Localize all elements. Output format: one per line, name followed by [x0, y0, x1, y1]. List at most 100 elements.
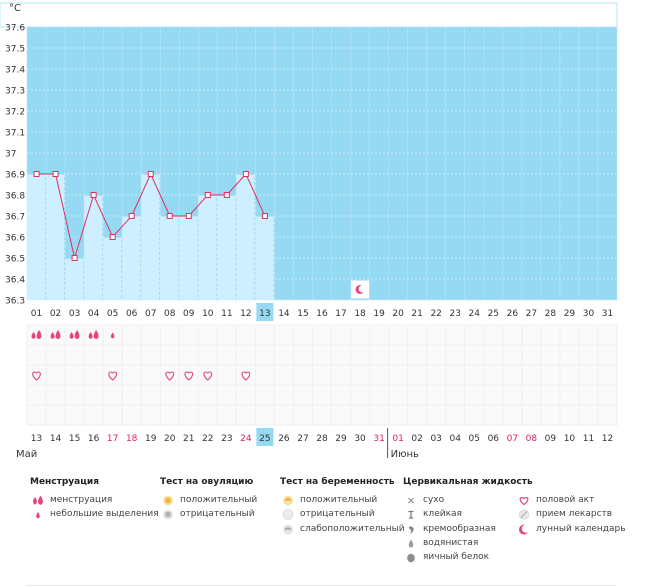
calendar-date-label: 21: [183, 434, 194, 444]
calendar-date-label: 08: [526, 434, 538, 444]
legend-item: яичный белок: [403, 550, 533, 564]
menstruation-drop-icon: [31, 332, 36, 339]
y-tick-label: 37: [5, 150, 16, 160]
y-tick-label: 37.2: [5, 108, 25, 118]
legend-label: половой акт: [536, 495, 595, 505]
calendar-date-label: 27: [297, 434, 308, 444]
y-tick-label: 37.4: [5, 66, 25, 76]
symptom-area: [26, 324, 618, 426]
current-day-highlight: [256, 303, 274, 321]
y-tick-label: 36.3: [5, 297, 25, 307]
heart-icon: [203, 371, 213, 381]
moon-icon: [519, 524, 530, 535]
month-label: Май: [16, 449, 37, 460]
heart-icon: [32, 371, 41, 381]
y-tick-label: 37.5: [5, 45, 25, 55]
menstruation-drop-icon: [74, 330, 80, 339]
temperature-bar: [46, 174, 66, 300]
cycle-day-label: 11: [221, 309, 232, 319]
temperature-bar: [84, 195, 104, 300]
legend-title-spacer: [516, 475, 626, 489]
cycle-day-label: 06: [126, 309, 138, 319]
temperature-bar: [141, 174, 161, 300]
legend-pregnancy: Тест на беременность положительный отриц…: [280, 475, 405, 536]
legend-label: кремообразная: [423, 523, 496, 534]
calendar-date-label: 19: [145, 434, 157, 444]
cycle-day-label: 28: [545, 309, 557, 319]
calendar-date-label: 01: [392, 434, 403, 444]
creamy-icon: [408, 526, 414, 534]
legend-item: водянистая: [403, 536, 533, 550]
legend: Менструация менструация небольшие выделе…: [0, 475, 655, 587]
sticky-icon: [408, 511, 414, 519]
legend-label: положительный: [180, 495, 258, 505]
temperature-point: [261, 213, 268, 219]
y-tick-label: 36.4: [5, 276, 25, 286]
temperature-bar: [217, 195, 237, 300]
cycle-day-label: 08: [164, 309, 176, 319]
y-tick-label: 36.7: [5, 213, 25, 223]
cycle-day-label: 05: [107, 309, 118, 319]
heart-icon: [165, 371, 175, 381]
temperature-point: [109, 234, 116, 240]
legend-item: положительный: [280, 493, 405, 507]
cycle-day-label: 24: [469, 309, 481, 319]
pregnancy-positive-icon: [283, 495, 293, 506]
menstruation-drop-icon: [69, 332, 74, 339]
calendar-date-label: 09: [545, 434, 557, 444]
calendar-date-label: 20: [164, 434, 176, 444]
temperature-point: [71, 255, 78, 261]
legend-label: прием лекарств: [536, 509, 613, 520]
temperature-bar: [236, 174, 256, 300]
y-tick-label: 37.6: [5, 24, 25, 34]
temperature-point: [204, 192, 211, 198]
small-drop-icon: [36, 512, 40, 519]
temperature-bar: [255, 216, 275, 300]
y-tick-label: 37.1: [5, 129, 25, 139]
legend-cervical: Цервикальная жидкость сухо клейкая кремо…: [403, 475, 533, 564]
cycle-day-label: 27: [526, 309, 537, 319]
legend-label: яичный белок: [423, 552, 490, 563]
calendar-date-label: 10: [564, 434, 576, 444]
legend-title: Менструация: [30, 477, 99, 487]
legend-item: лунный календарь: [516, 522, 626, 536]
calendar-date-label: 18: [126, 434, 138, 444]
calendar-date-label: 11: [583, 434, 594, 444]
temperature-bar: [122, 216, 142, 300]
menstruation-drop-icon: [88, 332, 93, 339]
menstruation-drop-icon: [36, 330, 42, 339]
cycle-day-label: 19: [373, 309, 385, 319]
cycle-day-label: 21: [411, 309, 422, 319]
moon-icon-cutout: [358, 285, 366, 293]
calendar-date-label: 26: [278, 434, 290, 444]
legend-label: положительный: [300, 495, 378, 505]
calendar-date-label: 28: [316, 434, 328, 444]
chart-top-strip: [0, 2, 618, 28]
temperature-point: [33, 171, 40, 177]
pill-icon: [519, 509, 529, 520]
legend-other: половой акт прием лекарств лунный календ…: [516, 475, 626, 536]
today-highlight: [256, 428, 274, 446]
heart-icon: [519, 496, 529, 506]
legend-label: сухо: [423, 495, 445, 505]
calendar-date-label: 04: [449, 434, 461, 444]
cycle-day-label: 29: [564, 309, 576, 319]
y-tick-label: 36.6: [5, 234, 25, 244]
calendar-date-label: 05: [469, 434, 480, 444]
legend-item: отрицательный: [280, 507, 405, 521]
cycle-day-label: 16: [316, 309, 328, 319]
cycle-day-label: 13: [259, 309, 270, 319]
temperature-bar: [103, 237, 123, 300]
y-tick-label: 36.5: [5, 255, 25, 265]
legend-label: лунный календарь: [536, 523, 626, 534]
calendar-date-label: 17: [107, 434, 118, 444]
temperature-point: [147, 171, 154, 177]
temperature-point: [185, 213, 192, 219]
cycle-day-label: 04: [88, 309, 100, 319]
dry-icon: [408, 497, 414, 504]
legend-label: менструация: [50, 495, 113, 505]
heart-icon: [108, 371, 118, 381]
heart-icon: [184, 371, 194, 381]
y-tick-label: 37.3: [5, 87, 25, 97]
